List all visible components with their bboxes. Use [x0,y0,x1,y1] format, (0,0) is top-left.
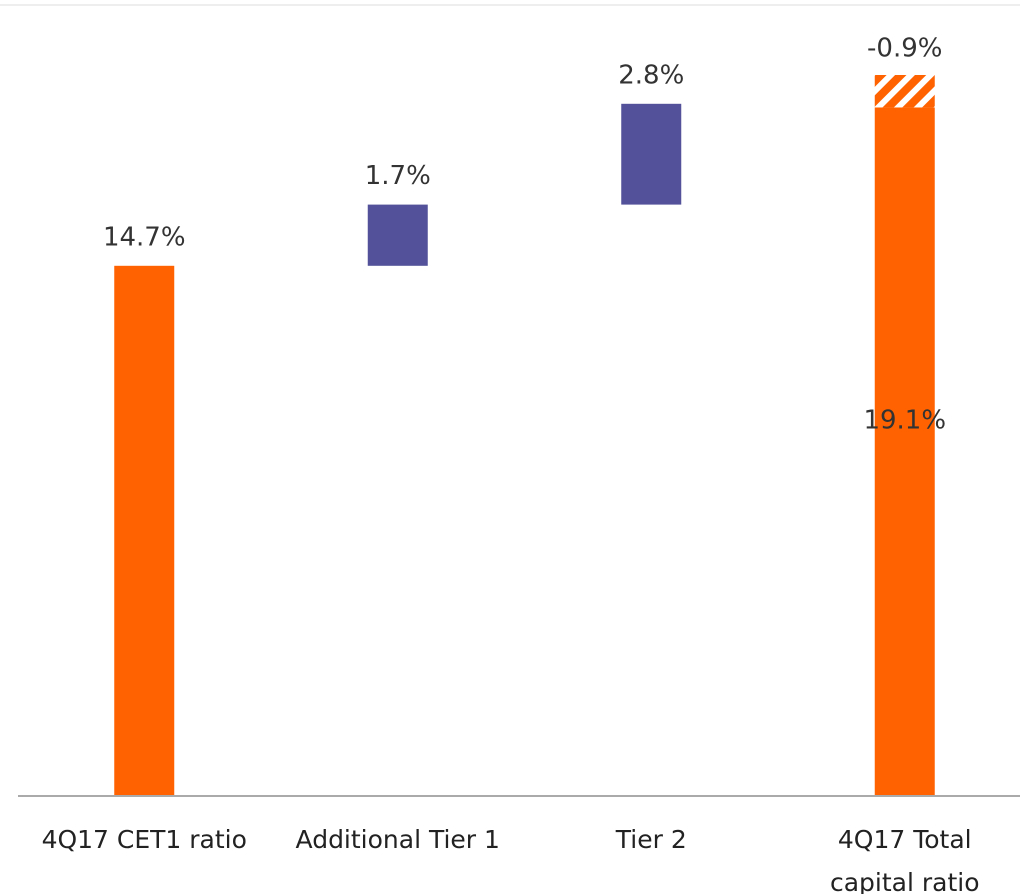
bar [367,204,428,266]
adjustment-bar [874,75,935,108]
x-tick-label: 4Q17 CET1 ratio [41,825,247,854]
value-label: 1.7% [365,161,431,191]
x-tick-label: Tier 2 [615,825,687,854]
adjustment-label: -0.9% [867,34,942,64]
bar [114,265,175,795]
bar [874,107,935,795]
value-label: 14.7% [103,222,186,252]
bar [621,103,682,205]
x-tick-label: Additional Tier 1 [295,825,500,854]
marks [114,75,935,795]
x-tick-label: 4Q17 Total capital ratio [829,825,980,894]
value-label: 2.8% [618,60,684,90]
value-label: 19.1% [863,406,946,436]
